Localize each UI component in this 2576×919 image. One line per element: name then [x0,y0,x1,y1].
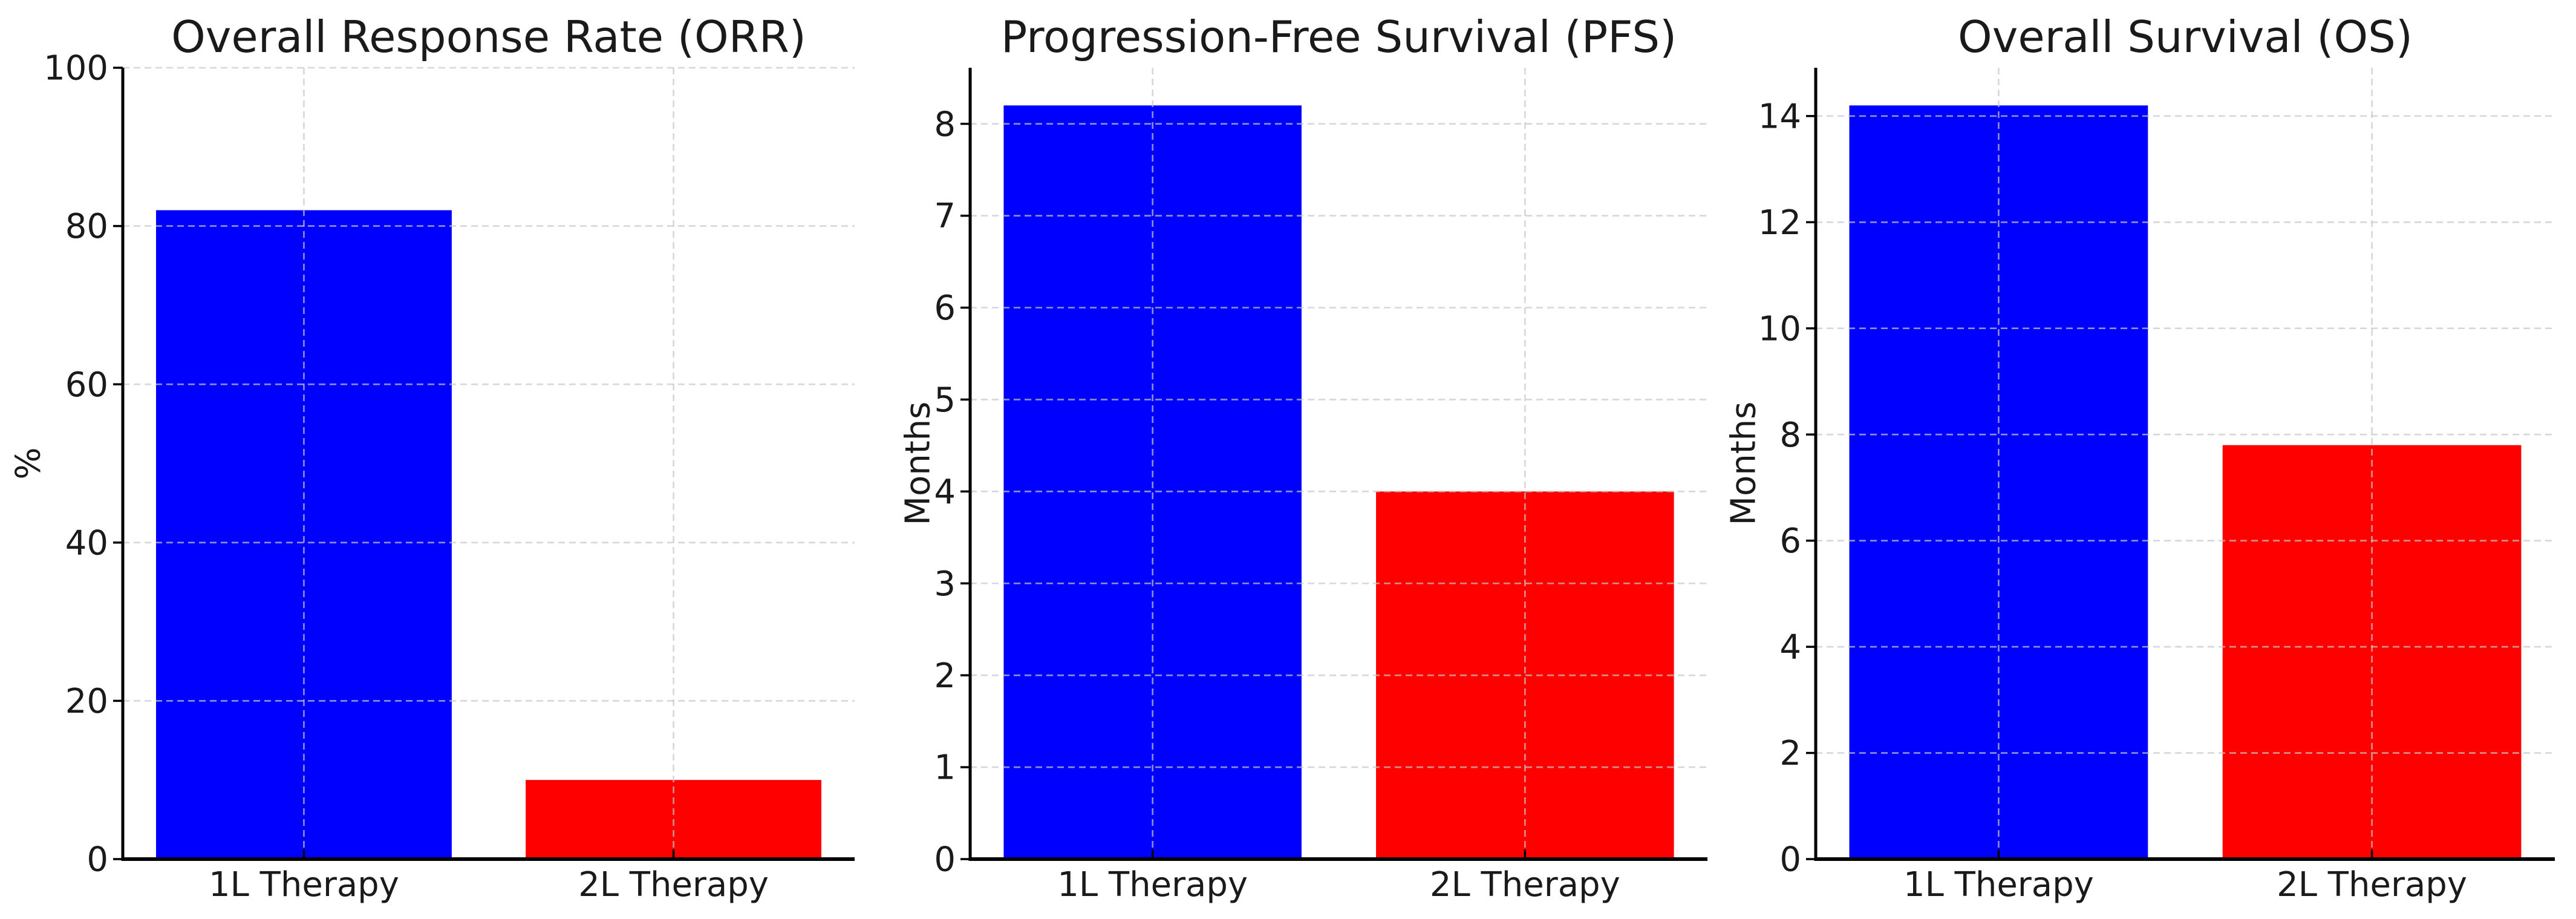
y-tick-label: 0 [934,840,956,880]
plot-area: 0 2 4 6 8 10 12 14 1L Therapy 2L Therapy Months Ove… [1724,11,2555,904]
chart-title: Overall Survival (OS) [1958,11,2413,62]
y-tick-label: 5 [934,381,956,420]
y-tick-label: 80 [65,207,108,246]
chart-title: Progression-Free Survival (PFS) [1001,11,1677,62]
y-tick-label: 6 [1779,522,1801,561]
y-tick-label: 10 [1758,309,1801,348]
y-axis-label: Months [899,402,938,526]
y-tick-label: 100 [44,49,108,88]
plot-area: 0 20 40 60 80 100 1L Therapy 2L Therapy% Overall… [9,11,855,904]
chart-orr: 0 20 40 60 80 100 1L Therapy 2L Therapy% Overall… [0,0,859,919]
y-tick-label: 2 [934,656,956,696]
y-tick-label: 60 [65,365,108,405]
y-tick-label: 7 [934,197,956,236]
chart-os: 0 2 4 6 8 10 12 14 1L Therapy 2L Therapy Months Ove… [1718,0,2576,919]
x-tick-label: 2L Therapy [578,865,769,904]
x-tick-label: 2L Therapy [2277,865,2467,904]
y-tick-label: 40 [65,523,108,563]
y-tick-label: 8 [934,105,956,144]
x-tick-label: 1L Therapy [1903,865,2094,904]
y-axis-label: Months [1724,402,1764,526]
x-tick-label: 2L Therapy [1430,865,1620,904]
x-tick-label: 1L Therapy [1057,865,1248,904]
y-tick-label: 4 [1779,628,1801,667]
y-tick-label: 0 [1779,840,1801,880]
y-tick-label: 4 [934,473,956,512]
y-tick-label: 1 [934,748,956,788]
x-tick-label: 1L Therapy [209,865,399,904]
chart-pfs: 0 1 2 3 4 5 6 7 8 1L Therapy 2L Therapy Months Progr… [859,0,1718,919]
y-tick-label: 12 [1758,203,1801,243]
y-tick-label: 20 [65,682,108,721]
y-tick-label: 2 [1779,734,1801,773]
plot-area: 0 1 2 3 4 5 6 7 8 1L Therapy 2L Therapy Months Progr… [899,11,1707,904]
y-axis-label: % [9,447,48,479]
y-tick-label: 6 [934,289,956,328]
chart-title: Overall Response Rate (ORR) [171,11,806,62]
y-tick-label: 0 [86,840,108,880]
y-tick-label: 3 [934,564,956,604]
y-tick-label: 8 [1779,416,1801,455]
y-tick-label: 14 [1758,97,1801,136]
